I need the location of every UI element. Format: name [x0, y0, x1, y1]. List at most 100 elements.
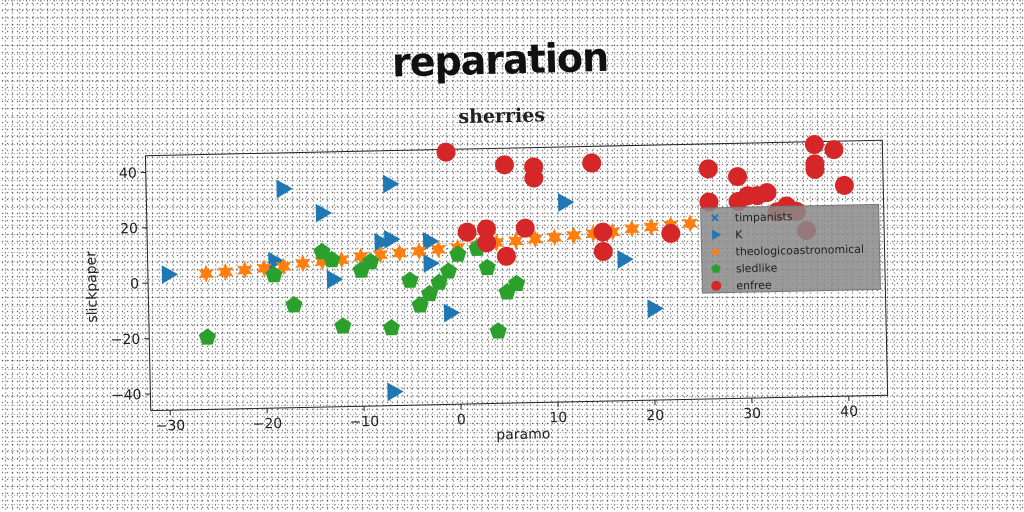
y-tick-label-4: 40	[119, 166, 137, 182]
x-tick-label-7: 40	[840, 404, 858, 420]
legend-marker-K	[712, 229, 722, 241]
legend-label-theologicoastronomical: theologicoastronomical	[735, 243, 864, 259]
x-tick-label-6: 30	[743, 406, 761, 422]
point-K-9	[423, 254, 440, 273]
point-enfree-0	[436, 142, 456, 162]
point-K-10	[443, 303, 461, 323]
point-theologicoastronomical-0	[198, 264, 214, 283]
point-enfree-8	[524, 168, 544, 188]
legend-marker-timpanists	[711, 214, 719, 222]
point-K-1	[276, 179, 293, 199]
legend-label-timpanists: timpanists	[735, 210, 793, 224]
point-sledlike-16	[478, 258, 496, 276]
point-enfree-11	[593, 222, 613, 242]
point-enfree-1	[457, 222, 477, 242]
point-K-4	[268, 251, 285, 271]
point-sledlike-7	[362, 252, 380, 270]
point-theologicoastronomical-4	[275, 257, 292, 276]
point-enfree-4	[496, 246, 516, 266]
point-sledlike-4	[323, 250, 341, 268]
y-axis-label: slickpaper	[83, 251, 101, 323]
point-theologicoastronomical-6	[314, 252, 331, 271]
point-enfree-6	[515, 218, 535, 238]
point-K-7	[384, 230, 401, 249]
point-sledlike-1	[265, 266, 283, 283]
x-tick-label-4: 10	[549, 410, 567, 426]
point-enfree-26	[805, 159, 825, 179]
point-sledlike-0	[198, 328, 216, 345]
x-tick-label-3: 0	[457, 412, 466, 428]
point-theologicoastronomical-12	[430, 240, 447, 259]
point-theologicoastronomical-7	[333, 250, 350, 269]
point-theologicoastronomical-20	[585, 224, 602, 243]
point-theologicoastronomical-3	[256, 259, 273, 278]
point-theologicoastronomical-1	[217, 262, 234, 281]
plot-title: sherries	[458, 104, 545, 128]
point-enfree-12	[661, 223, 681, 243]
point-sledlike-19	[489, 322, 507, 339]
point-enfree-13	[699, 192, 719, 212]
point-theologicoastronomical-21	[604, 222, 621, 241]
legend-label-K: K	[735, 228, 743, 241]
legend-label-enfree: enfree	[736, 279, 772, 293]
point-theologicoastronomical-10	[391, 244, 408, 263]
point-theologicoastronomical-15	[488, 233, 505, 252]
point-theologicoastronomical-23	[643, 217, 660, 236]
legend-box	[700, 203, 881, 294]
point-sledlike-5	[334, 317, 352, 334]
point-K-14	[387, 382, 404, 402]
point-K-2	[315, 203, 333, 223]
point-sledlike-18	[508, 274, 526, 292]
y-axis-ticks: −40 −20 0 20 40	[111, 166, 151, 404]
point-enfree-3	[477, 233, 497, 253]
legend-marker-enfree	[711, 280, 722, 291]
point-theologicoastronomical-11	[411, 242, 427, 261]
point-theologicoastronomical-9	[372, 245, 389, 264]
y-tick-label-0: −40	[112, 387, 142, 404]
x-axis-label: paramo	[496, 426, 550, 443]
legend-marker-sledlike	[711, 263, 721, 273]
point-enfree-24	[804, 134, 824, 154]
legend-label-sledlike: sledlike	[736, 262, 778, 276]
point-enfree-2	[476, 219, 496, 239]
point-enfree-28	[834, 175, 854, 195]
point-K-0	[161, 265, 179, 284]
point-K-12	[617, 250, 634, 269]
point-enfree-27	[824, 140, 844, 160]
plot-group: sherries −30 −20 −10 0 10 20 30 40 −40−2002040 …	[83, 104, 889, 443]
point-enfree-5	[494, 155, 514, 175]
x-tick-label-1: −20	[253, 416, 283, 433]
y-tick-label-3: 20	[120, 221, 138, 237]
point-sledlike-9	[401, 271, 419, 288]
point-sledlike-13	[439, 262, 458, 279]
point-theologicoastronomical-25	[682, 214, 698, 233]
point-enfree-14	[698, 159, 718, 179]
point-K-13	[647, 299, 664, 319]
point-theologicoastronomical-16	[507, 231, 524, 250]
point-enfree-19	[757, 183, 777, 203]
point-theologicoastronomical-19	[565, 226, 582, 245]
point-K-3	[382, 174, 400, 194]
y-tick-label-2: 0	[130, 276, 139, 292]
point-K-6	[374, 233, 391, 252]
x-tick-label-5: 20	[646, 408, 664, 424]
point-theologicoastronomical-8	[352, 247, 369, 266]
x-tick-label-0: −30	[156, 418, 186, 435]
point-sledlike-2	[285, 296, 303, 313]
point-enfree-15	[728, 167, 748, 187]
y-tick-label-1: −20	[111, 332, 141, 349]
x-axis-ticks: −30 −20 −10 0 10 20 30 40	[156, 396, 858, 435]
point-enfree-9	[582, 153, 602, 173]
point-theologicoastronomical-5	[295, 254, 311, 273]
x-tick-label-2: −10	[349, 414, 379, 431]
point-theologicoastronomical-17	[527, 230, 544, 249]
point-sledlike-14	[449, 245, 467, 262]
point-K-11	[557, 193, 575, 212]
point-theologicoastronomical-22	[624, 219, 640, 238]
point-enfree-10	[593, 241, 613, 261]
point-K-5	[326, 270, 344, 289]
point-theologicoastronomical-18	[546, 228, 563, 247]
point-K-8	[422, 232, 440, 251]
